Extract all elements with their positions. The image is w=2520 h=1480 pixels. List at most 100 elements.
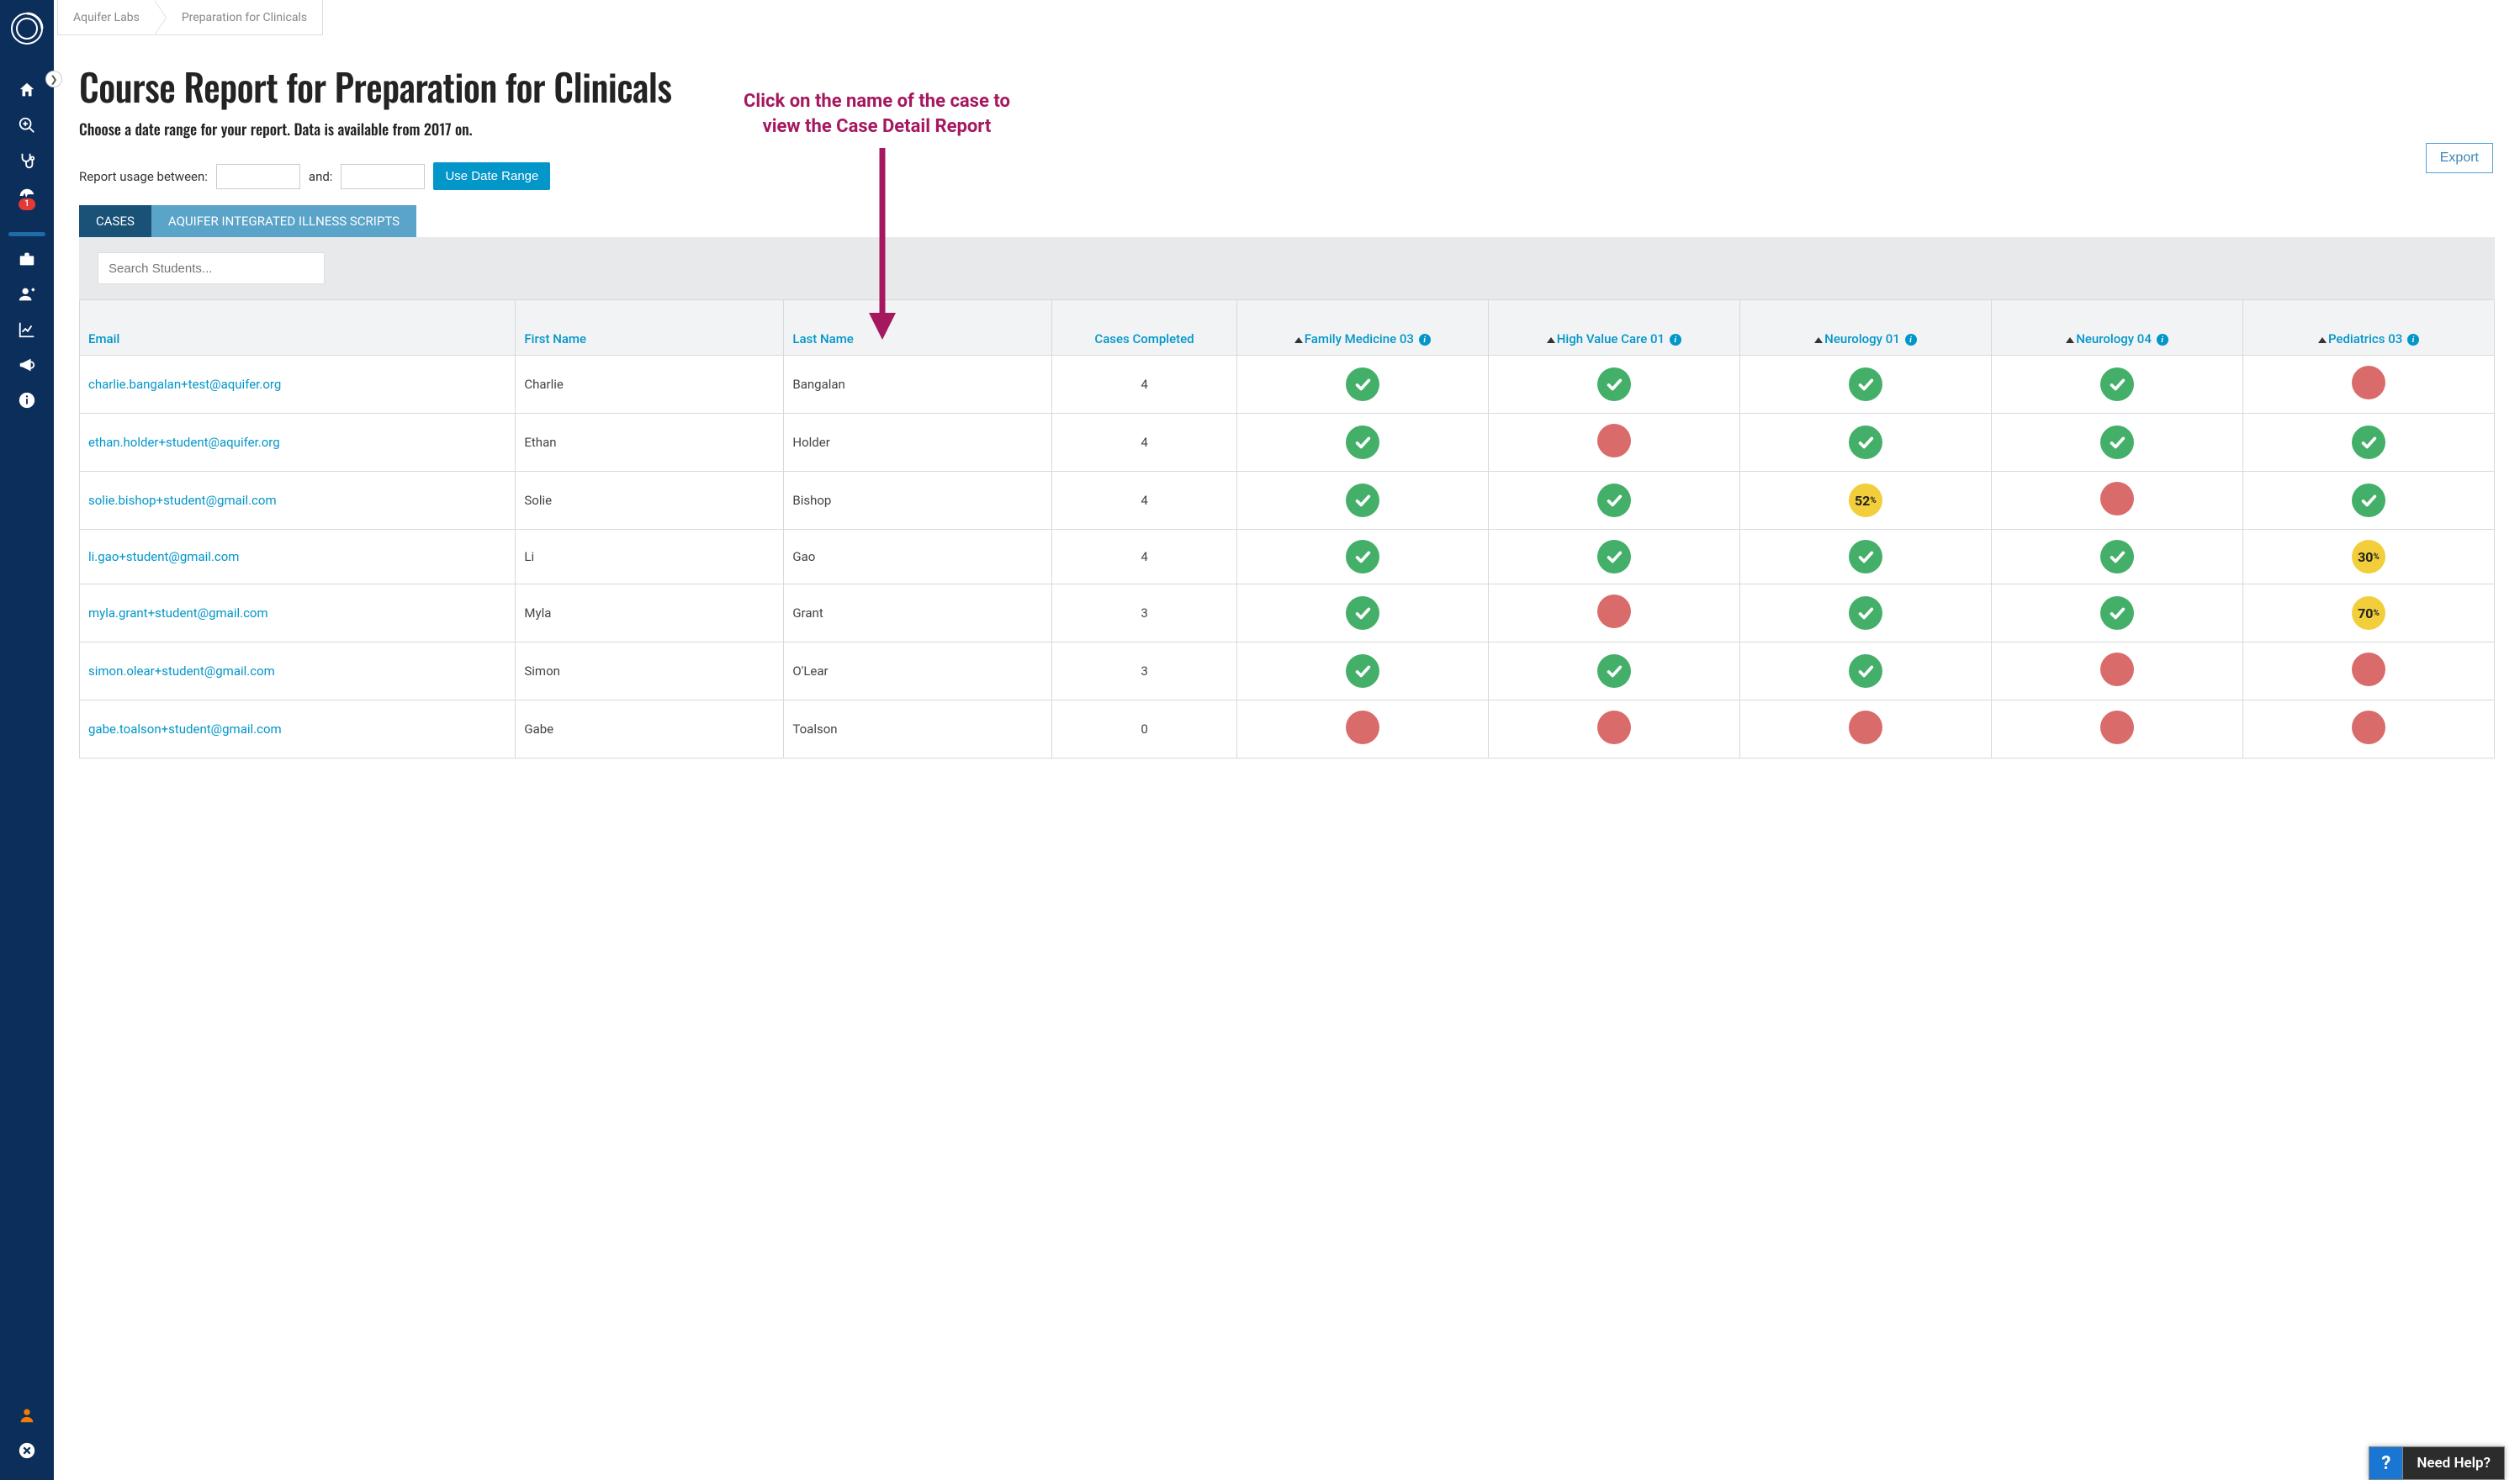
cell-status (1739, 356, 1991, 414)
cell-status: 70% (2242, 584, 2494, 642)
help-widget[interactable]: ? Need Help? (2369, 1446, 2505, 1480)
th-cases-completed[interactable]: Cases Completed (1052, 300, 1236, 356)
info-icon[interactable]: i (1905, 334, 1917, 346)
cell-status (1991, 584, 2242, 642)
cell-completed: 4 (1052, 356, 1236, 414)
search-plus-icon[interactable] (7, 108, 47, 143)
main-scroll[interactable]: Aquifer Labs Preparation for Clinicals C… (54, 0, 2520, 1480)
status-percent-badge: 52% (1849, 484, 1882, 517)
info-icon[interactable]: i (2157, 334, 2168, 346)
breadcrumb-item[interactable]: Aquifer Labs (58, 3, 155, 33)
student-email-link[interactable]: gabe.toalson+student@gmail.com (88, 722, 282, 737)
status-check-icon (1597, 654, 1631, 688)
cell-status (1488, 642, 1739, 700)
table-row: solie.bishop+student@gmail.comSolieBisho… (80, 472, 2495, 530)
cell-status (1739, 642, 1991, 700)
sort-arrow-icon (1814, 337, 1823, 343)
breadcrumb-item[interactable]: Preparation for Clinicals (167, 3, 322, 33)
status-check-icon (1849, 596, 1882, 630)
status-check-icon (1346, 426, 1379, 459)
status-fail-icon (1597, 595, 1631, 628)
case-column-link[interactable]: Neurology 01 (1824, 331, 1900, 346)
close-circle-icon[interactable] (7, 1433, 47, 1468)
cell-completed: 4 (1052, 414, 1236, 472)
cell-status (1488, 414, 1739, 472)
date-to-input[interactable] (341, 164, 425, 189)
help-icon: ? (2369, 1446, 2402, 1480)
user-icon[interactable] (7, 1398, 47, 1433)
info-icon[interactable]: i (1670, 334, 1681, 346)
date-range-label-middle: and: (309, 169, 333, 184)
tab-iis[interactable]: AQUIFER INTEGRATED ILLNESS SCRIPTS (151, 205, 416, 237)
th-case-column[interactable]: Neurology 04 i (1991, 300, 2242, 356)
date-from-input[interactable] (216, 164, 300, 189)
notification-badge: 1 (19, 198, 35, 210)
table-row: simon.olear+student@gmail.comSimonO'Lear… (80, 642, 2495, 700)
use-date-range-button[interactable]: Use Date Range (433, 162, 550, 190)
status-check-icon (1849, 426, 1882, 459)
cell-first-name: Gabe (516, 700, 784, 758)
student-email-link[interactable]: simon.olear+student@gmail.com (88, 663, 275, 679)
tab-cases[interactable]: CASES (79, 205, 151, 237)
cell-last-name: Grant (784, 584, 1052, 642)
th-last-name[interactable]: Last Name (784, 300, 1052, 356)
status-fail-icon (2100, 653, 2134, 686)
status-check-icon (1346, 484, 1379, 517)
sort-arrow-icon (2066, 337, 2074, 343)
th-email[interactable]: Email (80, 300, 516, 356)
student-email-link[interactable]: myla.grant+student@gmail.com (88, 605, 268, 621)
page-title: Course Report for Preparation for Clinic… (79, 59, 2495, 114)
date-range-label: Report usage between: (79, 169, 208, 184)
th-case-column[interactable]: High Value Care 01 i (1488, 300, 1739, 356)
callout-arrow-icon (866, 148, 899, 341)
info-icon[interactable] (7, 383, 47, 418)
cell-status (1488, 700, 1739, 758)
status-fail-icon (1597, 424, 1631, 457)
home-icon[interactable] (7, 72, 47, 108)
callout-text: Click on the name of the case to view th… (744, 89, 1010, 139)
th-case-column[interactable]: Neurology 01 i (1739, 300, 1991, 356)
status-fail-icon (1346, 711, 1379, 744)
case-column-link[interactable]: Family Medicine 03 (1305, 331, 1414, 346)
megaphone-icon[interactable] (7, 347, 47, 383)
student-email-link[interactable]: li.gao+student@gmail.com (88, 549, 239, 564)
status-check-icon (2100, 596, 2134, 630)
student-email-link[interactable]: charlie.bangalan+test@aquifer.org (88, 377, 281, 392)
cell-last-name: Bangalan (784, 356, 1052, 414)
status-fail-icon (2352, 653, 2385, 686)
student-email-link[interactable]: solie.bishop+student@gmail.com (88, 493, 277, 508)
status-check-icon (2100, 367, 2134, 401)
status-percent-badge: 30% (2352, 540, 2385, 574)
cell-status (1739, 414, 1991, 472)
info-icon[interactable]: i (2407, 334, 2419, 346)
cell-status (1236, 356, 1488, 414)
briefcase-icon[interactable] (7, 241, 47, 277)
cell-last-name: Holder (784, 414, 1052, 472)
cell-status (2242, 356, 2494, 414)
cell-status (2242, 642, 2494, 700)
stethoscope-icon[interactable] (7, 143, 47, 178)
chart-icon[interactable] (7, 312, 47, 347)
dashboard-icon[interactable]: 1 (7, 178, 47, 214)
cell-completed: 4 (1052, 530, 1236, 584)
sidebar: ❯ 1 (0, 0, 54, 1480)
th-case-column[interactable]: Pediatrics 03 i (2242, 300, 2494, 356)
cell-status (1991, 472, 2242, 530)
case-column-link[interactable]: Pediatrics 03 (2328, 331, 2402, 346)
student-email-link[interactable]: ethan.holder+student@aquifer.org (88, 435, 280, 450)
cell-completed: 3 (1052, 584, 1236, 642)
sidebar-expand-toggle[interactable]: ❯ (45, 71, 62, 87)
status-check-icon (1597, 367, 1631, 401)
case-column-link[interactable]: Neurology 04 (2076, 331, 2152, 346)
page-subtitle: Choose a date range for your report. Dat… (79, 119, 2495, 140)
th-first-name[interactable]: First Name (516, 300, 784, 356)
th-case-column[interactable]: Family Medicine 03 i (1236, 300, 1488, 356)
export-button[interactable]: Export (2426, 143, 2493, 173)
status-percent-badge: 70% (2352, 596, 2385, 630)
search-students-input[interactable] (98, 252, 325, 284)
info-icon[interactable]: i (1419, 334, 1431, 346)
add-user-icon[interactable] (7, 277, 47, 312)
status-check-icon (1346, 654, 1379, 688)
case-column-link[interactable]: High Value Care 01 (1557, 331, 1665, 346)
cell-first-name: Simon (516, 642, 784, 700)
